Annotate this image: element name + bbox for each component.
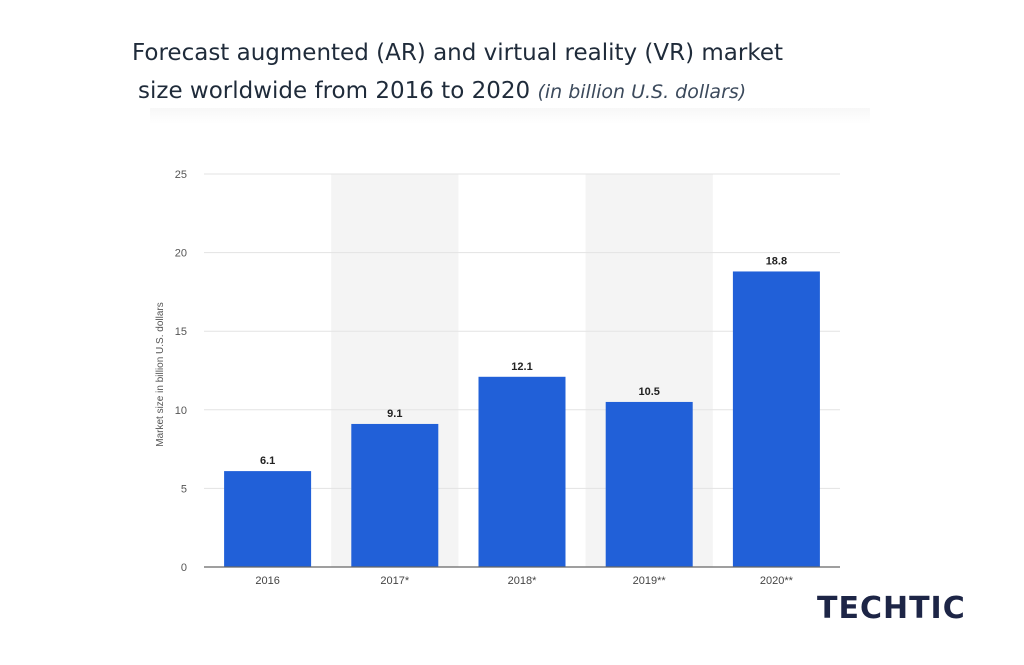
title-unit: (in billion U.S. dollars) [537, 81, 747, 103]
bar [605, 401, 693, 567]
bar-value-label: 12.1 [511, 361, 532, 373]
bar-value-label: 18.8 [766, 255, 787, 267]
y-tick-label: 20 [175, 248, 187, 260]
bar-value-label: 6.1 [260, 455, 275, 467]
brand-logo: TECHTIC [817, 591, 966, 626]
bar [224, 471, 312, 567]
bar [478, 376, 566, 567]
y-tick-label: 10 [175, 405, 187, 417]
bar [732, 271, 820, 567]
title-line-1: Forecast augmented (AR) and virtual real… [132, 40, 784, 66]
title-line-2-text: size worldwide from 2016 to 2020 [138, 78, 531, 104]
x-tick-label: 2017* [380, 575, 409, 587]
bar [351, 423, 439, 567]
title-underlay [150, 108, 870, 124]
title-line-2: size worldwide from 2016 to 2020 (in bil… [132, 72, 892, 111]
x-tick-label: 2018* [508, 575, 537, 587]
x-tick-label: 2016 [255, 575, 279, 587]
y-tick-label: 5 [181, 483, 187, 495]
y-tick-label: 25 [175, 169, 187, 181]
bar-value-label: 10.5 [638, 386, 659, 398]
y-tick-label: 15 [175, 326, 187, 338]
y-tick-label: 0 [181, 562, 187, 574]
x-tick-label: 2019** [633, 575, 667, 587]
y-axis-title: Market size in billion U.S. dollars [155, 302, 166, 447]
bar-value-label: 9.1 [387, 408, 402, 420]
x-tick-label: 2020** [760, 575, 794, 587]
chart-title: Forecast augmented (AR) and virtual real… [132, 34, 892, 111]
